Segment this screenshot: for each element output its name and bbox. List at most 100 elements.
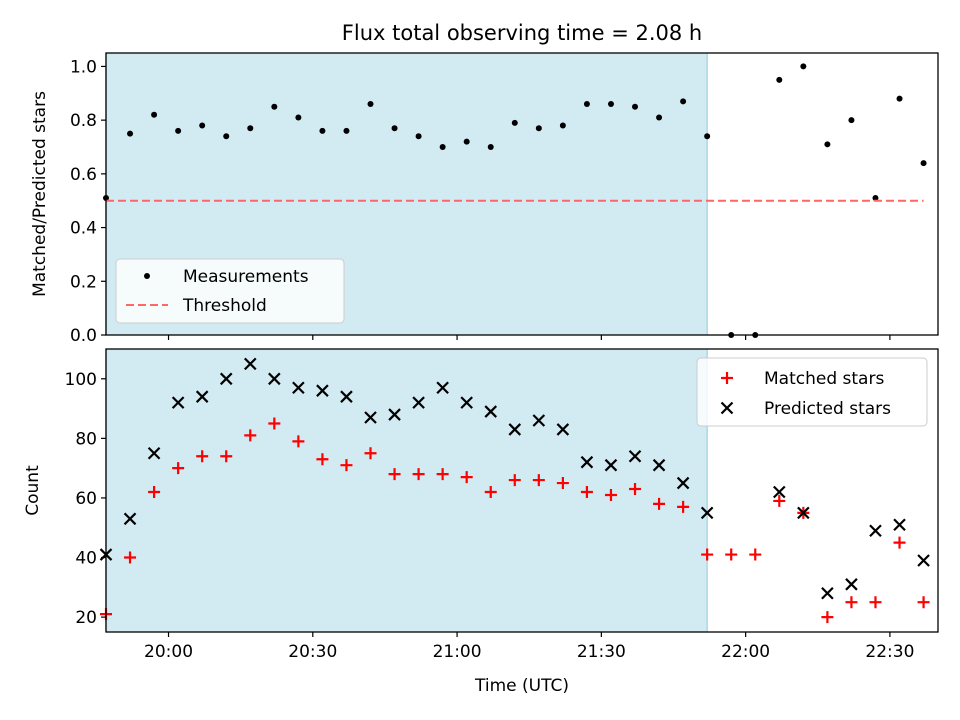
predicted-stars-point [917, 554, 930, 567]
measurement-point [776, 76, 783, 83]
matched-stars-point [869, 596, 882, 609]
matched-stars-point [629, 483, 642, 496]
y-tick-label: 60 [75, 489, 97, 509]
y-axis-label: Matched/Predicted stars [30, 91, 50, 297]
predicted-stars-point [700, 506, 714, 520]
matched-stars-point [388, 468, 401, 481]
matched-stars-point [677, 500, 690, 513]
x-tick-label: 21:30 [577, 642, 626, 662]
x-tick-label: 22:00 [721, 642, 770, 662]
predicted-stars-point [821, 586, 834, 600]
measurement-point [343, 127, 350, 134]
predicted-stars-point [364, 411, 377, 424]
matched-stars-point [460, 471, 473, 484]
matched-stars-point [484, 485, 497, 498]
predicted-stars-point [628, 449, 642, 463]
y-tick-label: 0.4 [70, 219, 97, 239]
measurement-point [896, 95, 903, 102]
measurement-point [319, 127, 326, 134]
predicted-stars-point [412, 396, 425, 409]
matched-stars-point [268, 417, 281, 430]
matched-stars-point [172, 462, 185, 475]
y-tick-label: 80 [75, 429, 97, 449]
y-tick-label: 0.6 [70, 165, 97, 185]
matched-stars-point [893, 536, 906, 549]
legend-measurement-label: Measurements [183, 267, 309, 287]
y-tick-label: 40 [75, 549, 97, 569]
measurement-point [247, 125, 254, 132]
matched-stars-point [436, 468, 449, 481]
measurement-point [271, 103, 278, 110]
predicted-stars-point [845, 578, 858, 591]
matched-stars-point [244, 429, 257, 442]
predicted-stars-point [676, 476, 690, 490]
measurement-point [848, 117, 855, 124]
measurement-point [680, 98, 687, 105]
measurement-point [127, 130, 134, 137]
predicted-stars-point [219, 372, 233, 386]
y-tick-label: 20 [75, 608, 97, 628]
matched-stars-point [653, 497, 666, 510]
predicted-stars-point [268, 372, 281, 386]
measurement-point [511, 119, 518, 126]
predicted-stars-point [243, 357, 257, 371]
legend-predicted-label: Predicted stars [764, 399, 891, 419]
matched-stars-point [580, 485, 593, 498]
measurement-point [367, 101, 374, 108]
matched-stars-point [749, 548, 762, 561]
y-tick-label: 100 [65, 370, 97, 390]
legend-matched-marker [721, 372, 733, 384]
predicted-stars-point [773, 485, 786, 499]
measurement-point [535, 125, 542, 132]
predicted-stars-point [436, 381, 449, 395]
matched-stars-point [701, 548, 714, 561]
measurement-point [463, 138, 470, 145]
measurement-point [199, 122, 206, 129]
y-axis-label: Count [23, 465, 43, 516]
predicted-stars-point [171, 396, 185, 409]
predicted-stars-point [604, 458, 618, 472]
y-tick-label: 0.8 [70, 111, 97, 131]
x-axis-label: Time (UTC) [474, 676, 569, 696]
matched-stars-point [845, 596, 858, 609]
x-tick-label: 21:00 [433, 642, 482, 662]
measurement-point [872, 195, 879, 202]
matched-stars-point [196, 450, 209, 463]
measurement-point [583, 101, 590, 108]
legend-measurement-marker [144, 273, 150, 279]
predicted-stars-point [556, 423, 570, 436]
measurement-point [415, 133, 422, 140]
predicted-stars-point [869, 524, 882, 537]
matched-stars-point [604, 488, 617, 501]
legend-threshold-label: Threshold [182, 296, 267, 316]
predicted-stars-point [147, 446, 161, 460]
measurement-point [295, 114, 302, 121]
predicted-stars-point [580, 455, 594, 469]
matched-stars-point [821, 611, 834, 624]
predicted-stars-point [123, 512, 137, 526]
matched-stars-point [148, 485, 161, 498]
measurement-point [824, 141, 831, 148]
predicted-stars-point [532, 414, 546, 427]
predicted-stars-point [460, 396, 473, 409]
measurement-point [559, 122, 566, 129]
matched-stars-point [124, 551, 137, 564]
x-tick-label: 20:00 [144, 642, 193, 662]
predicted-stars-point [652, 458, 666, 472]
predicted-stars-point [195, 390, 209, 403]
axes-frame [105, 348, 939, 633]
predicted-stars-point [340, 390, 353, 403]
measurement-point [800, 63, 807, 70]
measurement-point [632, 103, 639, 110]
predicted-stars-point [508, 423, 522, 436]
measurement-point [223, 133, 230, 140]
matched-stars-point [316, 453, 329, 466]
x-tick-label: 20:30 [288, 642, 337, 662]
matched-stars-point [725, 548, 738, 561]
matched-stars-point [292, 435, 305, 448]
x-tick-label: 22:30 [865, 642, 914, 662]
legend: Matched stars Predicted stars [696, 357, 928, 427]
legend-matched-label: Matched stars [764, 369, 884, 389]
predicted-stars-point [316, 384, 329, 397]
